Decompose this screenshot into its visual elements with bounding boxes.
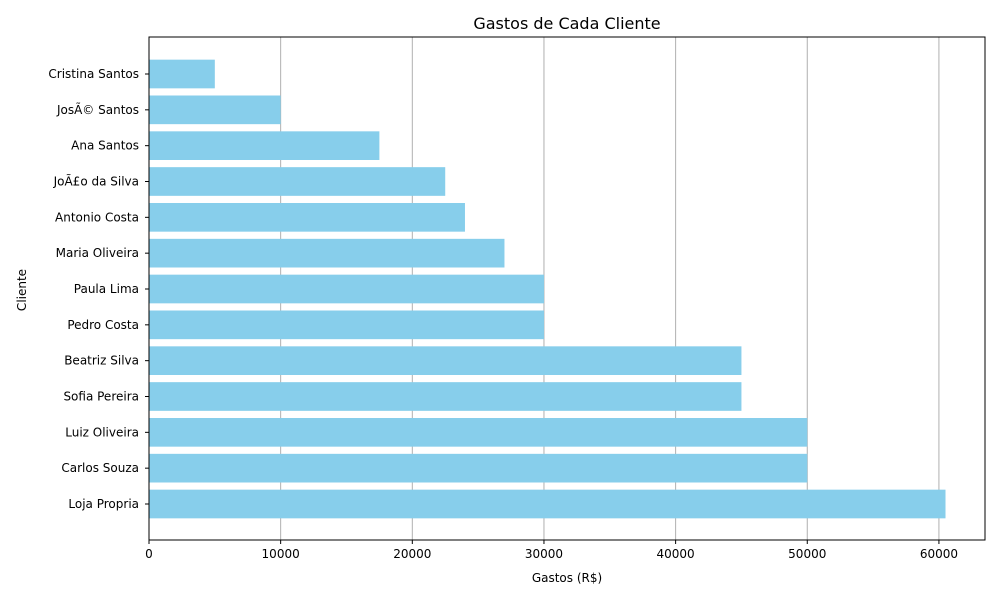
bar-11 [149, 95, 281, 125]
y-tick-label: JosÃ© Santos [56, 102, 139, 117]
x-tick-label: 10000 [262, 547, 300, 561]
y-tick-label: Maria Oliveira [56, 246, 139, 260]
y-tick-label: Cristina Santos [48, 67, 139, 81]
y-tick-label: Ana Santos [71, 139, 139, 153]
bar-10 [149, 131, 380, 160]
y-ticks: Loja Propria Carlos Souza Luiz Oliveira Sof… [48, 67, 149, 511]
bar-1 [149, 453, 808, 483]
y-axis-title: Cliente [15, 269, 29, 311]
bar-7 [149, 238, 505, 268]
bar-9 [149, 167, 446, 196]
bar-6 [149, 274, 544, 304]
bar-8 [149, 203, 465, 232]
bars [149, 59, 946, 519]
y-tick-label: Loja Propria [68, 497, 139, 511]
chart-title: Gastos de Cada Cliente [473, 14, 660, 33]
bar-5 [149, 310, 544, 340]
x-axis-title: Gastos (R$) [532, 571, 602, 585]
x-tick-label: 30000 [525, 547, 563, 561]
y-tick-label: JoÃ£o da Silva [53, 174, 139, 189]
bar-3 [149, 382, 742, 411]
y-tick-label: Beatriz Silva [64, 354, 139, 368]
bar-4 [149, 346, 742, 375]
y-tick-label: Paula Lima [74, 282, 139, 296]
x-tick-label: 40000 [657, 547, 695, 561]
x-ticks: 0 10000 20000 30000 40000 50000 60000 [145, 540, 958, 561]
bar-2 [149, 418, 808, 447]
y-tick-label: Pedro Costa [67, 318, 139, 332]
x-tick-label: 60000 [920, 547, 958, 561]
bar-0 [149, 489, 946, 519]
y-tick-label: Carlos Souza [61, 461, 139, 475]
y-tick-label: Sofia Pereira [63, 390, 139, 404]
x-tick-label: 0 [145, 547, 153, 561]
x-tick-label: 20000 [393, 547, 431, 561]
y-tick-label: Antonio Costa [55, 210, 139, 224]
bar-12 [149, 59, 215, 89]
x-tick-label: 50000 [788, 547, 826, 561]
y-tick-label: Luiz Oliveira [65, 425, 139, 439]
